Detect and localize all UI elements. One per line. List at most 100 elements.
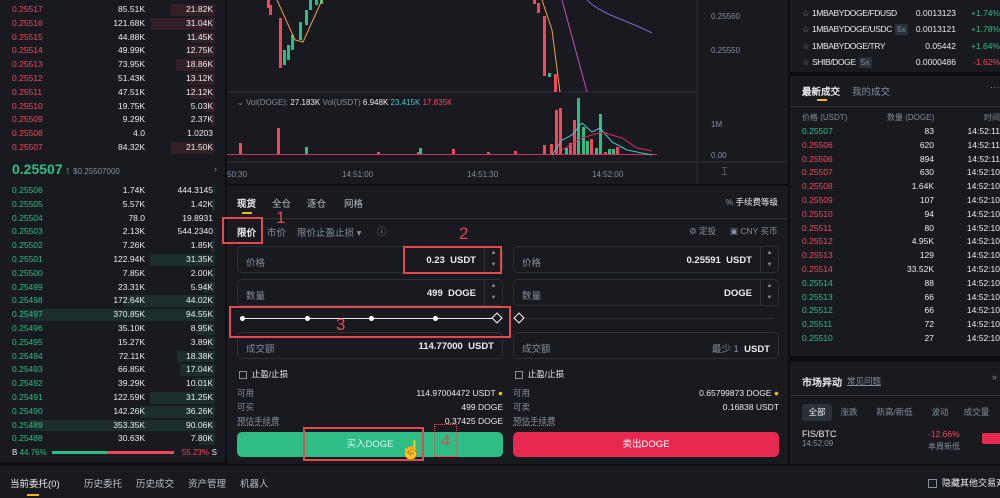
market-item[interactable]: FIS/BTC 14:52:09 -12.66% 本周新低 (802, 429, 1000, 451)
sell-tpsl-checkbox[interactable]: 止盈/止损 (515, 368, 564, 380)
volume-bar (417, 152, 420, 155)
total: 2.37K (190, 114, 213, 125)
caret-down-icon: ▾ (356, 228, 362, 239)
orderbook-row[interactable]: 0.25509 9.29K 2.37K (0, 113, 225, 127)
orderbook-row[interactable]: 0.25490 142.26K 36.26K (0, 405, 225, 419)
order-type-stop-limit[interactable]: 限价止盈止损 ▾ (297, 228, 362, 239)
orderbook-row[interactable]: 0.25501 122.94K 31.35K (0, 253, 225, 267)
fee-level-link[interactable]: % 手续费等级 (725, 197, 778, 207)
sell-total-field[interactable]: 成交额 最少 1 USDT (513, 332, 779, 359)
last-price-row[interactable]: 0.25507 ↑ $0.25507000 › (12, 161, 217, 179)
order-type-market[interactable]: 市价 (267, 228, 287, 239)
sell-amount-slider[interactable] (513, 312, 775, 324)
info-icon[interactable]: ⓘ (377, 227, 387, 238)
orderbook-row[interactable]: 0.25512 51.43K 13.12K (0, 72, 225, 86)
buy-price-field[interactable]: 价格 0.23 USDT ▲ ▼ (237, 246, 503, 273)
price-stepper[interactable]: ▲ ▼ (760, 247, 778, 272)
sell-price-field[interactable]: 价格 0.25591 USDT ▲ ▼ (513, 246, 779, 273)
orderbook-row[interactable]: 0.25513 73.95K 18.86K (0, 58, 225, 72)
col-qty: 数量 (DOGE) (887, 113, 935, 122)
pair-row[interactable]: ☆ 1MBABYDOGE/FDUSD 0.0013123 +1.74% (790, 7, 1000, 23)
buy-tpsl-checkbox[interactable]: 止盈/止损 (239, 368, 288, 380)
bottom-tab[interactable]: 历史成交 (136, 479, 175, 490)
bottom-tab[interactable]: 当前委托(0) (10, 479, 60, 490)
add-funds-icon[interactable]: ● (773, 388, 779, 398)
star-icon[interactable]: ☆ (802, 8, 812, 18)
orderbook-row[interactable]: 0.25496 35.10K 8.95K (0, 322, 225, 336)
price-stepper[interactable]: ▲ ▼ (484, 247, 502, 272)
orderbook-row[interactable]: 0.25511 47.51K 12.12K (0, 86, 225, 100)
tab-my-trades[interactable]: 我的成交 (852, 87, 891, 98)
pair-row[interactable]: ☆ 1MBABYDOGE/USDC 5x 0.0013121 +1.78% (790, 23, 1000, 39)
trade-qty: 4.95K (911, 236, 934, 247)
trade-qty: 88 (924, 277, 934, 288)
orderbook-row[interactable]: 0.25515 44.88K 11.45K (0, 31, 225, 45)
orderbook-row[interactable]: 0.25498 172.64K 44.02K (0, 294, 225, 308)
tab-latest-trades[interactable]: 最新成交 (802, 87, 841, 98)
buy-quantity-field[interactable]: 数量 499 DOGE ▲ ▼ (237, 279, 503, 306)
pair-row[interactable]: ☆ 1MBABYDOGE/TRY 0.05442 +1.64% (790, 40, 1000, 56)
orderbook-row[interactable]: 0.25503 2.13K 544.2340 (0, 225, 225, 239)
last-price-usd: $0.25507000 (73, 167, 120, 176)
sell-quantity-field[interactable]: 数量 DOGE ▲ ▼ (513, 279, 779, 306)
market-tab[interactable]: 全部 (802, 404, 832, 421)
hide-other-pairs-checkbox[interactable]: 隐藏其他交易对 (928, 476, 1000, 489)
trade-qty: 1.64K (911, 181, 934, 192)
orderbook-row[interactable]: 0.25516 121.68K 31.04K (0, 17, 225, 31)
star-icon[interactable]: ☆ (802, 40, 812, 51)
bottom-tab[interactable]: 历史委托 (84, 479, 123, 490)
orderbook-row[interactable]: 0.25489 353.35K 90.06K (0, 419, 225, 433)
add-funds-icon[interactable]: ● (497, 388, 503, 398)
quantity-stepper[interactable]: ▲ ▼ (760, 280, 778, 305)
orderbook-row[interactable]: 0.25497 370.85K 94.55K (0, 308, 225, 322)
depth-bar (140, 405, 215, 418)
trades-panel: 最新成交 我的成交 ··· 价格 (USDT) 数量 (DOGE) 时间 0.2… (790, 76, 1000, 356)
slider-handle[interactable] (513, 312, 525, 324)
orderbook-row[interactable]: 0.25494 72.11K 18.38K (0, 350, 225, 364)
order-type-limit[interactable]: 限价 (237, 228, 257, 239)
orderbook-row[interactable]: 0.25507 84.32K 21.50K (0, 141, 225, 155)
tab-grid[interactable]: 网格 (344, 199, 364, 210)
orderbook-row[interactable]: 0.25488 30.63K 7.80K (0, 432, 225, 446)
orderbook-row[interactable]: 0.25502 7.26K 1.85K (0, 239, 225, 253)
more-icon[interactable]: ··· (990, 82, 1000, 93)
kline-chart[interactable]: 0.25560 0.25550 1M 0.00 ⌄ Vol(DOGE): 27.… (227, 0, 788, 184)
bottom-tab[interactable]: 资产管理 (188, 479, 227, 490)
orderbook-row[interactable]: 0.25514 49.99K 12.75K (0, 44, 225, 58)
orderbook-row[interactable]: 0.25517 85.51K 21.82K (0, 3, 225, 17)
buy-total-field[interactable]: 成交额 114.77000 USDT (237, 332, 503, 359)
orderbook-row[interactable]: 0.25505 5.57K 1.42K (0, 198, 225, 212)
tab-cross[interactable]: 全仓 (272, 199, 292, 210)
orderbook-row[interactable]: 0.25506 1.74K 444.3145 (0, 184, 225, 198)
market-tab[interactable]: 波动 (931, 407, 949, 417)
expand-icon[interactable]: » (992, 372, 998, 382)
bottom-tab[interactable]: 机器人 (240, 479, 269, 490)
cny-buy-link[interactable]: ▣ CNY 买币 (730, 226, 778, 236)
orderbook-row[interactable]: 0.25492 39.29K 10.01K (0, 377, 225, 391)
orderbook-row[interactable]: 0.25495 15.27K 3.89K (0, 336, 225, 350)
axis-scale-icon[interactable]: ⌶ (721, 166, 728, 178)
orderbook-row[interactable]: 0.25493 66.85K 17.04K (0, 363, 225, 377)
star-icon[interactable]: ☆ (802, 56, 812, 67)
pair-row[interactable]: ☆ SHIB/DOGE 5x 0.0000486 -1.62% (790, 56, 1000, 72)
orderbook-row[interactable]: 0.25508 4.0 1.0203 (0, 127, 225, 141)
collapse-icon[interactable]: ⌄ (237, 98, 244, 107)
orderbook-row[interactable]: 0.25499 23.31K 5.94K (0, 281, 225, 295)
star-icon[interactable]: ☆ (802, 24, 812, 35)
market-tab[interactable]: 涨跌 (840, 407, 858, 417)
faq-link[interactable]: 常见问题 (847, 376, 882, 386)
buy-amount-slider[interactable] (240, 312, 503, 324)
buy-button[interactable]: 买入DOGE (237, 432, 503, 457)
quantity-stepper[interactable]: ▲ ▼ (484, 280, 502, 305)
orderbook-row[interactable]: 0.25491 122.59K 31.25K (0, 391, 225, 405)
total: 94.55K (186, 309, 213, 320)
orderbook-row[interactable]: 0.25504 78.0 19.8931 (0, 212, 225, 226)
dca-link[interactable]: ⚙ 定投 (689, 226, 716, 236)
market-tab[interactable]: 新高/新低 (876, 407, 913, 417)
sell-button[interactable]: 卖出DOGE (513, 432, 779, 457)
orderbook-row[interactable]: 0.25500 7.85K 2.00K (0, 267, 225, 281)
orderbook-row[interactable]: 0.25510 19.75K 5.03K (0, 100, 225, 114)
tab-spot[interactable]: 现货 (237, 199, 257, 210)
market-tab[interactable]: 成交量 (963, 407, 990, 417)
tab-isolated[interactable]: 逐仓 (307, 199, 327, 210)
